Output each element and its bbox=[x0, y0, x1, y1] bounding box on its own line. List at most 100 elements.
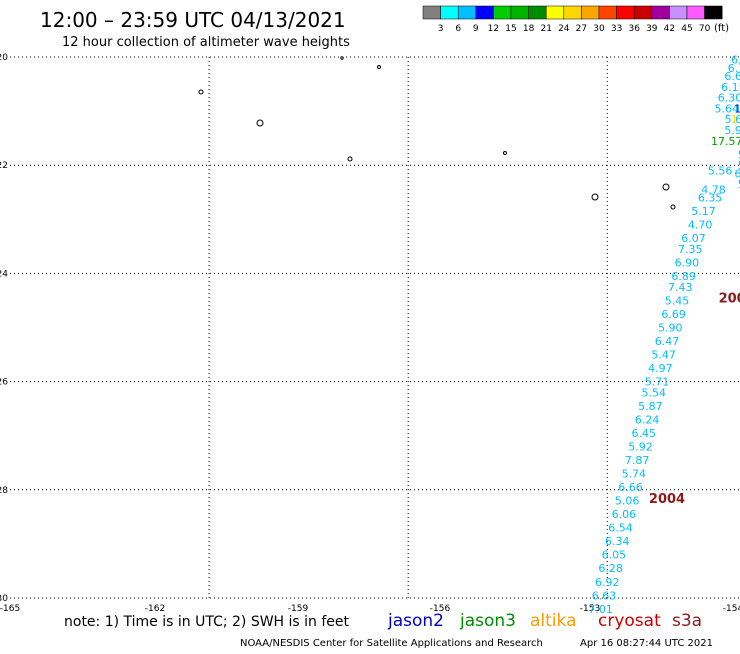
satellite-legend-item: s3a bbox=[672, 611, 702, 631]
x-tick-label: -154 bbox=[723, 604, 740, 614]
data-point-label: 5.56 bbox=[708, 165, 733, 178]
data-point-label: 6.28 bbox=[598, 562, 623, 575]
island-marker bbox=[591, 193, 599, 201]
data-point-label: 5.74 bbox=[622, 468, 647, 481]
colorbar-label: 21 bbox=[540, 24, 551, 34]
data-point-label: 5.06 bbox=[615, 495, 640, 508]
colorbar-swatch bbox=[633, 5, 653, 20]
colorbar-label: 15 bbox=[505, 24, 516, 34]
data-point-label: 4.97 bbox=[648, 362, 673, 375]
data-point-label: 6.06 bbox=[612, 508, 637, 521]
colorbar-unit: (ft) bbox=[714, 23, 729, 34]
data-point-label: 7.43 bbox=[668, 281, 693, 294]
data-point-label: 5.45 bbox=[665, 294, 690, 307]
track-id-label: 2004 bbox=[649, 492, 685, 507]
data-point-label: 6.45 bbox=[632, 427, 657, 440]
colorbar-swatch bbox=[545, 5, 565, 20]
colorbar-label: 70 bbox=[699, 24, 711, 34]
data-point-label: 5.71 bbox=[645, 376, 670, 389]
colorbar-swatch bbox=[510, 5, 529, 20]
data-point-label: 6.89 bbox=[671, 270, 696, 283]
colorbar-swatch bbox=[457, 5, 477, 20]
data-point-label: 5.30 bbox=[738, 159, 740, 172]
satellite-legend-item: cryosat bbox=[598, 611, 661, 631]
x-tick-label: -165 bbox=[0, 604, 20, 614]
colorbar-swatch bbox=[686, 5, 705, 20]
data-point-label: 5.47 bbox=[651, 349, 676, 362]
colorbar-swatch bbox=[475, 5, 494, 20]
y-tick-label: -28 bbox=[0, 486, 8, 496]
data-point-label: 11.02 bbox=[731, 113, 740, 126]
island-marker bbox=[256, 119, 264, 127]
data-point-label: 6.34 bbox=[605, 535, 630, 548]
data-point-label: 6.69 bbox=[661, 308, 686, 321]
y-tick-label: -22 bbox=[0, 161, 8, 171]
data-point-label: 6.14 bbox=[728, 62, 740, 75]
island-marker bbox=[503, 151, 507, 155]
axes: -20 -22 -24 -26 -28 -30-165 -162 -159 -156 -153 -1… bbox=[0, 53, 740, 614]
y-tick-label: -20 bbox=[0, 53, 8, 63]
colorbar-label: 45 bbox=[681, 24, 692, 34]
colorbar-swatch bbox=[581, 5, 600, 20]
track-annotations: 16131614200120021615200316162004 bbox=[649, 51, 740, 507]
y-tick-label: -24 bbox=[0, 269, 8, 279]
colorbar-label: 3 bbox=[438, 24, 444, 34]
data-point-label: 6.63 bbox=[592, 589, 617, 602]
island-marker bbox=[670, 204, 676, 210]
data-points: 6.136.146.626.156.305.645.65.905.564.786… bbox=[588, 54, 740, 616]
colorbar-swatch bbox=[651, 5, 670, 20]
data-point-label: 5.90 bbox=[658, 322, 683, 335]
x-tick-label: -153 bbox=[580, 604, 600, 614]
data-point-label: 6.30 bbox=[718, 92, 740, 105]
data-point-label: 5.64 bbox=[714, 102, 739, 115]
footer-note: note: 1) Time is in UTC; 2) SWH is in fe… bbox=[64, 614, 350, 630]
data-point-label: 7.01 bbox=[588, 603, 613, 616]
data-point-label: 17.57 bbox=[711, 135, 740, 148]
y-tick-label: -26 bbox=[0, 378, 8, 388]
data-point-label: 5.90 bbox=[724, 124, 740, 137]
island-marker bbox=[377, 65, 381, 69]
island-marker bbox=[662, 183, 670, 191]
x-tick-label: -162 bbox=[145, 604, 165, 614]
data-point-label: 5.54 bbox=[641, 386, 666, 399]
colorbar-swatch bbox=[616, 5, 635, 20]
data-point-label: 6.92 bbox=[595, 576, 620, 589]
data-point-label: 6.47 bbox=[655, 335, 680, 348]
data-point-label: 4.78 bbox=[701, 184, 726, 197]
data-point-label: 6.07 bbox=[681, 232, 706, 245]
data-point-label: 5.79 bbox=[738, 148, 740, 161]
colorbar-swatch bbox=[669, 5, 688, 20]
islands bbox=[198, 56, 676, 210]
chart-subtitle: 12 hour collection of altimeter wave hei… bbox=[62, 35, 350, 50]
x-tick-label: -159 bbox=[288, 604, 309, 614]
data-point-label: 5.6 bbox=[725, 113, 740, 126]
satellite-legend-item: jason3 bbox=[459, 611, 516, 631]
footer-credit: NOAA/NESDIS Center for Satellite Applica… bbox=[240, 638, 543, 649]
data-point-label: 10.11 bbox=[734, 102, 740, 115]
chart-title: 12:00 – 23:59 UTC 04/13/2021 bbox=[40, 8, 346, 32]
data-point-label: 5.98 bbox=[738, 178, 740, 191]
island-marker bbox=[347, 156, 353, 162]
colorbar-label: 24 bbox=[558, 24, 570, 34]
data-point-label: 6.48 bbox=[734, 167, 740, 180]
data-point-label: 6.90 bbox=[675, 257, 700, 270]
data-point-label: 4.70 bbox=[688, 219, 713, 232]
data-point-label: 6.13 bbox=[731, 54, 740, 67]
track-id-label: 1614 bbox=[738, 62, 740, 77]
data-point-label: 6.66 bbox=[618, 481, 643, 494]
data-point-label: 6.15 bbox=[721, 81, 740, 94]
data-point-label: 5.87 bbox=[638, 400, 663, 413]
data-point-label: 6.05 bbox=[602, 549, 627, 562]
data-point-label: 6.62 bbox=[724, 70, 740, 83]
data-point-label: 7.35 bbox=[678, 243, 703, 256]
colorbar: 3 6 9 12 15 18 21 24 27 30 33 36 39 42 45 70 bbox=[422, 5, 723, 34]
colorbar-swatch bbox=[563, 5, 582, 20]
colorbar-swatch bbox=[598, 5, 617, 20]
colorbar-label: 39 bbox=[646, 24, 658, 34]
y-tick-label: -30 bbox=[0, 594, 8, 604]
data-point-label: 6.24 bbox=[635, 413, 660, 426]
track-id-label: 1613 bbox=[738, 51, 740, 66]
data-point-label: 5.92 bbox=[628, 441, 653, 454]
